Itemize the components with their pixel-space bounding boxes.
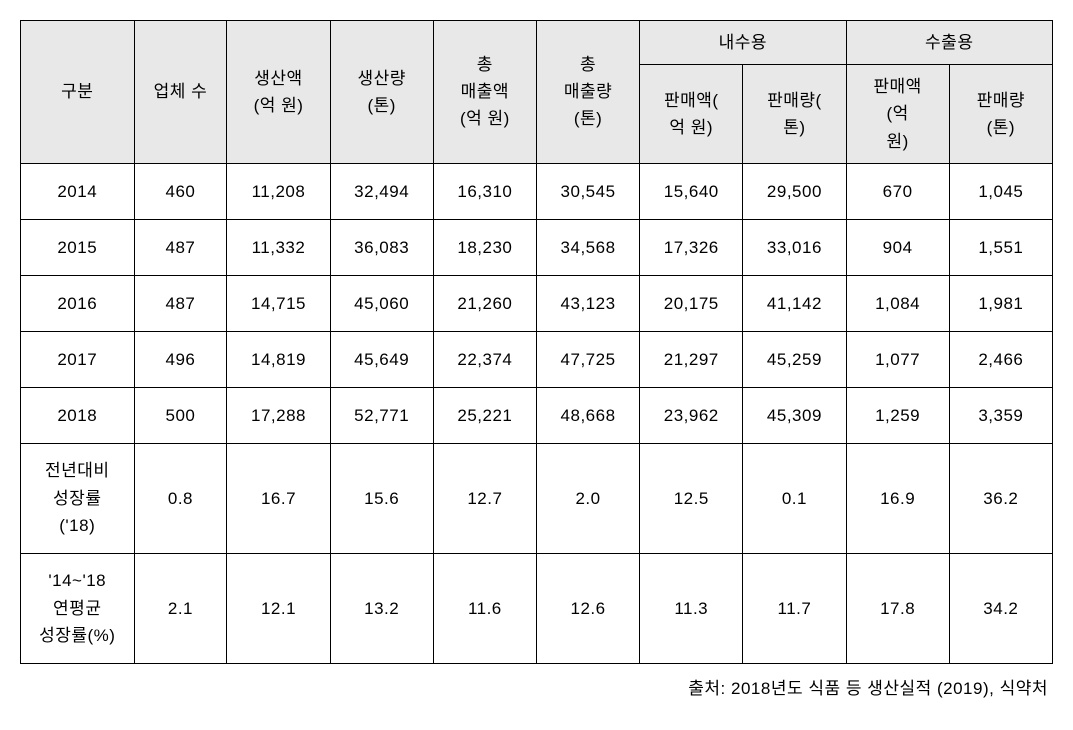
cell: 17,326	[640, 219, 743, 275]
cell: 3,359	[949, 387, 1052, 443]
cell: 34,568	[536, 219, 639, 275]
cell: 670	[846, 163, 949, 219]
header-total-sales-value: 총매출액(억 원)	[433, 21, 536, 164]
cell-year: 2015	[21, 219, 135, 275]
table-row: 2014 460 11,208 32,494 16,310 30,545 15,…	[21, 163, 1053, 219]
cell: 496	[134, 331, 227, 387]
header-total-sales-volume: 총매출량(톤)	[536, 21, 639, 164]
cell: 1,259	[846, 387, 949, 443]
cell: 11,208	[227, 163, 330, 219]
cell: 11,332	[227, 219, 330, 275]
table-row: 2015 487 11,332 36,083 18,230 34,568 17,…	[21, 219, 1053, 275]
cell: 1,551	[949, 219, 1052, 275]
cell: 11.3	[640, 553, 743, 663]
cell: 1,045	[949, 163, 1052, 219]
cell: 17.8	[846, 553, 949, 663]
cell: 12.5	[640, 443, 743, 553]
table-row-yoy-growth: 전년대비성장률('18) 0.8 16.7 15.6 12.7 2.0 12.5…	[21, 443, 1053, 553]
cell: 12.7	[433, 443, 536, 553]
cell: 25,221	[433, 387, 536, 443]
table-row: 2017 496 14,819 45,649 22,374 47,725 21,…	[21, 331, 1053, 387]
table-body: 2014 460 11,208 32,494 16,310 30,545 15,…	[21, 163, 1053, 663]
cell: 52,771	[330, 387, 433, 443]
header-domestic: 내수용	[640, 21, 846, 65]
cell: 0.1	[743, 443, 846, 553]
cell: 14,715	[227, 275, 330, 331]
cell: 33,016	[743, 219, 846, 275]
header-production-volume: 생산량(톤)	[330, 21, 433, 164]
table-row-avg-growth: '14~'18연평균성장률(%) 2.1 12.1 13.2 11.6 12.6…	[21, 553, 1053, 663]
source-note: 출처: 2018년도 식품 등 생산실적 (2019), 식약처	[20, 674, 1053, 699]
header-export: 수출용	[846, 21, 1052, 65]
cell: 17,288	[227, 387, 330, 443]
cell-year: 2017	[21, 331, 135, 387]
cell: 20,175	[640, 275, 743, 331]
cell: 48,668	[536, 387, 639, 443]
cell: 43,123	[536, 275, 639, 331]
cell: 460	[134, 163, 227, 219]
cell: 32,494	[330, 163, 433, 219]
cell: 0.8	[134, 443, 227, 553]
cell-year: 2014	[21, 163, 135, 219]
cell: 30,545	[536, 163, 639, 219]
cell-year: 2016	[21, 275, 135, 331]
cell: 41,142	[743, 275, 846, 331]
cell-label: 전년대비성장률('18)	[21, 443, 135, 553]
cell: 12.6	[536, 553, 639, 663]
cell: 47,725	[536, 331, 639, 387]
cell: 45,649	[330, 331, 433, 387]
header-company-count: 업체 수	[134, 21, 227, 164]
cell: 11.6	[433, 553, 536, 663]
cell: 15,640	[640, 163, 743, 219]
cell: 45,259	[743, 331, 846, 387]
cell: 21,260	[433, 275, 536, 331]
cell: 22,374	[433, 331, 536, 387]
cell: 16,310	[433, 163, 536, 219]
cell: 23,962	[640, 387, 743, 443]
cell: 500	[134, 387, 227, 443]
header-domestic-value: 판매액(억 원)	[640, 65, 743, 164]
cell: 2,466	[949, 331, 1052, 387]
cell: 13.2	[330, 553, 433, 663]
table-row: 2016 487 14,715 45,060 21,260 43,123 20,…	[21, 275, 1053, 331]
cell: 14,819	[227, 331, 330, 387]
table-row: 2018 500 17,288 52,771 25,221 48,668 23,…	[21, 387, 1053, 443]
cell: 16.9	[846, 443, 949, 553]
cell: 1,077	[846, 331, 949, 387]
cell: 12.1	[227, 553, 330, 663]
cell: 36.2	[949, 443, 1052, 553]
cell-year: 2018	[21, 387, 135, 443]
cell: 45,309	[743, 387, 846, 443]
cell: 2.0	[536, 443, 639, 553]
cell: 1,084	[846, 275, 949, 331]
cell: 21,297	[640, 331, 743, 387]
header-export-value: 판매액(억원)	[846, 65, 949, 164]
cell: 11.7	[743, 553, 846, 663]
cell: 2.1	[134, 553, 227, 663]
cell: 34.2	[949, 553, 1052, 663]
header-export-volume: 판매량(톤)	[949, 65, 1052, 164]
cell: 18,230	[433, 219, 536, 275]
cell: 487	[134, 275, 227, 331]
cell: 45,060	[330, 275, 433, 331]
cell-label: '14~'18연평균성장률(%)	[21, 553, 135, 663]
cell: 904	[846, 219, 949, 275]
header-production-value: 생산액(억 원)	[227, 21, 330, 164]
cell: 15.6	[330, 443, 433, 553]
header-domestic-volume: 판매량(톤)	[743, 65, 846, 164]
cell: 16.7	[227, 443, 330, 553]
header-category: 구분	[21, 21, 135, 164]
cell: 487	[134, 219, 227, 275]
cell: 36,083	[330, 219, 433, 275]
cell: 29,500	[743, 163, 846, 219]
cell: 1,981	[949, 275, 1052, 331]
data-table: 구분 업체 수 생산액(억 원) 생산량(톤) 총매출액(억 원) 총매출량(톤…	[20, 20, 1053, 664]
